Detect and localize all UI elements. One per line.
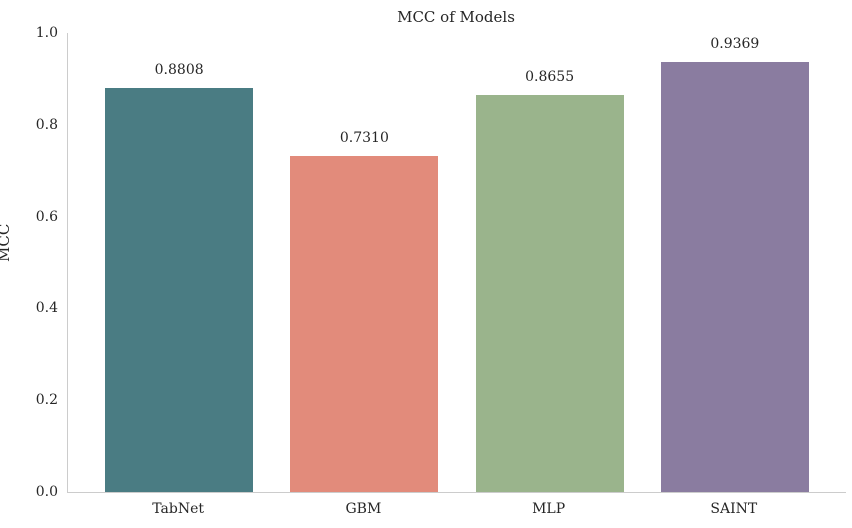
x-tick-label: MLP [532, 501, 566, 517]
y-tick-label: 0.0 [35, 484, 58, 500]
y-tick-label: 0.8 [35, 116, 58, 133]
y-axis-label: MCC [0, 223, 13, 262]
bar-mlp [475, 94, 624, 492]
bar-gbm [290, 156, 439, 492]
bar-value-label: 0.8808 [154, 61, 204, 78]
x-tick-label: GBM [345, 501, 382, 517]
bar-value-label: 0.9369 [710, 35, 760, 52]
plot-area: 0.8808 0.7310 0.8655 0.9369 [67, 33, 846, 493]
bar-saint [660, 61, 809, 492]
bar-value-label: 0.7310 [339, 130, 389, 147]
y-tick-label: 1.0 [35, 25, 58, 41]
y-tick-label: 0.6 [35, 208, 58, 225]
bar-tabnet [105, 87, 254, 492]
x-tick-label: TabNet [152, 501, 205, 517]
bar-value-label: 0.8655 [525, 68, 575, 85]
chart-title: MCC of Models [397, 8, 515, 26]
y-tick-label: 0.4 [35, 300, 58, 317]
x-tick-label: SAINT [710, 501, 758, 517]
y-tick-label: 0.2 [35, 392, 58, 409]
